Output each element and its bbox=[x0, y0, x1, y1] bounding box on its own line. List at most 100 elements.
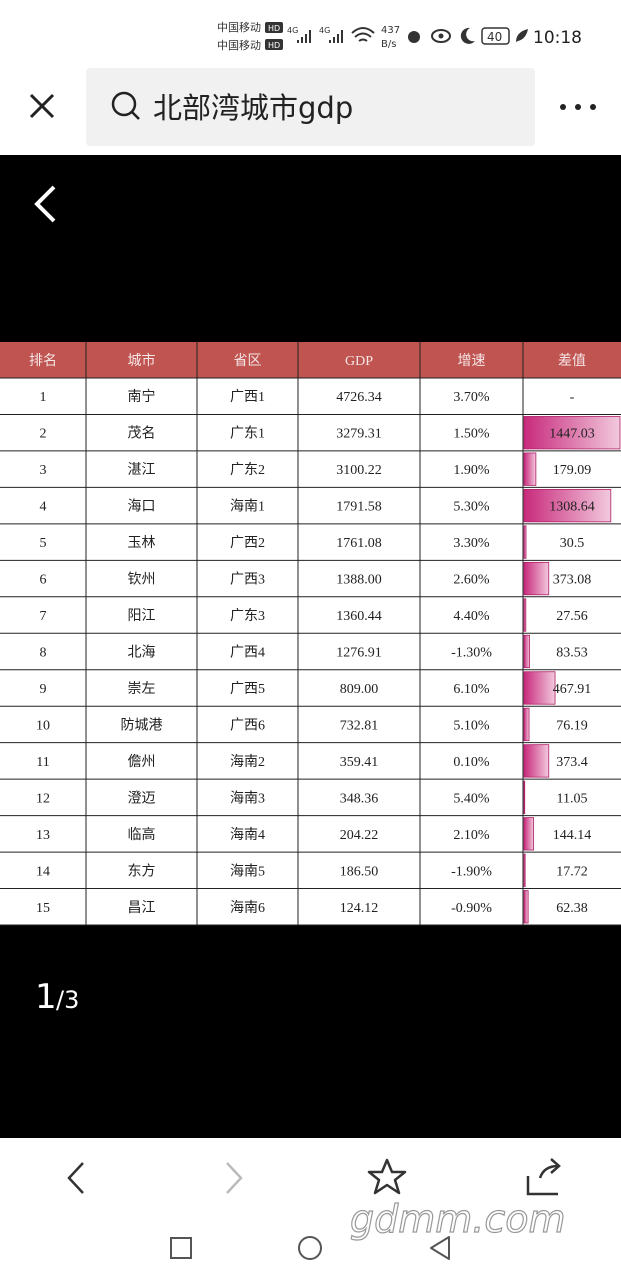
carrier: 中国移动 bbox=[217, 39, 261, 52]
header-cell: 差值 bbox=[558, 353, 586, 369]
table-cell: 湛江 bbox=[128, 462, 156, 478]
share-button[interactable] bbox=[526, 1158, 561, 1196]
close-button[interactable] bbox=[29, 93, 55, 119]
data-bar bbox=[523, 561, 550, 596]
back-nav[interactable] bbox=[67, 1162, 84, 1194]
system-back[interactable] bbox=[430, 1236, 450, 1260]
table-cell: 373.08 bbox=[553, 573, 592, 588]
back-button[interactable] bbox=[34, 185, 56, 223]
table-cell: 北海 bbox=[128, 645, 156, 661]
table-cell: 海口 bbox=[128, 499, 156, 515]
table-cell: 广西1 bbox=[230, 389, 265, 405]
table-cell: 1791.58 bbox=[336, 500, 382, 515]
table-cell: 8 bbox=[40, 646, 47, 661]
recent-apps[interactable] bbox=[170, 1237, 192, 1259]
wechat-icon bbox=[408, 31, 420, 43]
table-cell: 昌江 bbox=[128, 900, 156, 916]
table-cell: 5 bbox=[40, 536, 47, 551]
speed-unit: B/s bbox=[381, 39, 396, 50]
favorite-button[interactable] bbox=[367, 1158, 407, 1195]
data-bar bbox=[523, 780, 526, 815]
wifi-icon bbox=[351, 27, 375, 42]
time: 10:18 bbox=[533, 28, 582, 48]
table-cell: 广西6 bbox=[230, 717, 265, 733]
table-cell: 5.10% bbox=[453, 718, 490, 733]
table-cell: 广西3 bbox=[230, 572, 265, 588]
table-cell: 玉林 bbox=[128, 535, 156, 551]
table-cell: 10 bbox=[36, 718, 50, 733]
table-cell: 76.19 bbox=[556, 718, 588, 733]
table-cell: 广西2 bbox=[230, 535, 265, 551]
table-cell: 海南1 bbox=[230, 499, 265, 515]
table-cell: 359.41 bbox=[340, 755, 379, 770]
table-cell: 17.72 bbox=[556, 864, 588, 879]
pager-total: /3 bbox=[56, 986, 79, 1014]
table-cell: 3 bbox=[40, 463, 47, 478]
data-bar bbox=[523, 525, 527, 559]
header-cell: 省区 bbox=[234, 353, 262, 369]
table-cell: 15 bbox=[36, 901, 50, 916]
table-cell: 13 bbox=[36, 828, 50, 843]
table-cell: 1761.08 bbox=[336, 536, 382, 551]
table-cell: 809.00 bbox=[340, 682, 379, 697]
carrier: 中国移动 bbox=[217, 21, 261, 34]
table-cell: 广东1 bbox=[230, 426, 265, 442]
watermark: gdmm.com bbox=[350, 1197, 566, 1241]
leaf-icon bbox=[516, 29, 528, 42]
table-cell: 186.50 bbox=[340, 864, 379, 879]
table-cell: -1.30% bbox=[451, 646, 492, 661]
header-cell: 城市 bbox=[128, 352, 156, 369]
pager-current: 1 bbox=[35, 977, 57, 1017]
table-cell: 1276.91 bbox=[336, 646, 382, 661]
table-cell: 83.53 bbox=[556, 646, 588, 661]
table-cell: 阳江 bbox=[128, 608, 156, 624]
table-cell: 27.56 bbox=[556, 609, 588, 624]
table-cell: 144.14 bbox=[553, 828, 592, 843]
table-cell: 9 bbox=[40, 682, 47, 697]
search-box[interactable] bbox=[86, 68, 535, 146]
data-bar bbox=[523, 671, 556, 705]
battery-level: 40 bbox=[487, 30, 502, 44]
table-cell: 467.91 bbox=[553, 682, 592, 697]
table-cell: 1308.64 bbox=[549, 500, 595, 515]
table-cell: 11 bbox=[36, 755, 49, 770]
table-cell: -1.90% bbox=[451, 864, 492, 879]
table-cell: 钦州 bbox=[128, 572, 156, 588]
table-cell: 1 bbox=[40, 390, 47, 405]
table-cell: 2.60% bbox=[453, 573, 490, 588]
data-bar bbox=[523, 452, 537, 486]
table-cell: 732.81 bbox=[340, 718, 379, 733]
table-cell: 1447.03 bbox=[549, 427, 595, 442]
moon-icon bbox=[460, 27, 475, 44]
search-icon bbox=[131, 111, 140, 120]
table-cell: 广西4 bbox=[230, 645, 265, 661]
table-header bbox=[0, 342, 621, 378]
table-cell: 124.12 bbox=[340, 901, 379, 916]
data-bar bbox=[523, 634, 530, 669]
table-cell: 防城港 bbox=[121, 717, 163, 733]
header-cell: 排名 bbox=[29, 353, 57, 369]
forward-nav[interactable] bbox=[226, 1162, 243, 1194]
table-cell: 茂名 bbox=[128, 425, 156, 442]
search-query[interactable]: 北部湾城市gdp bbox=[153, 91, 353, 125]
hd-badge bbox=[265, 39, 283, 50]
home-button[interactable] bbox=[298, 1236, 322, 1260]
table-cell: 373.4 bbox=[556, 755, 588, 770]
table-cell: 14 bbox=[36, 864, 50, 879]
table-cell: 6 bbox=[40, 573, 47, 588]
table-cell: - bbox=[570, 390, 575, 405]
eye-icon bbox=[431, 29, 451, 43]
table-cell: 3100.22 bbox=[336, 463, 382, 478]
table-cell: 4 bbox=[40, 500, 47, 515]
table-cell: 3279.31 bbox=[336, 427, 382, 442]
table-cell: 海南5 bbox=[230, 863, 265, 879]
data-bar bbox=[523, 707, 530, 742]
table-cell: 南宁 bbox=[128, 388, 156, 405]
table-cell: 5.40% bbox=[453, 791, 490, 806]
more-button[interactable] bbox=[560, 104, 596, 110]
table-cell: 204.22 bbox=[340, 828, 379, 843]
table-cell: 3.30% bbox=[453, 536, 490, 551]
data-bar bbox=[523, 598, 527, 632]
data-bar bbox=[523, 416, 621, 450]
table-cell: 海南6 bbox=[230, 900, 265, 916]
